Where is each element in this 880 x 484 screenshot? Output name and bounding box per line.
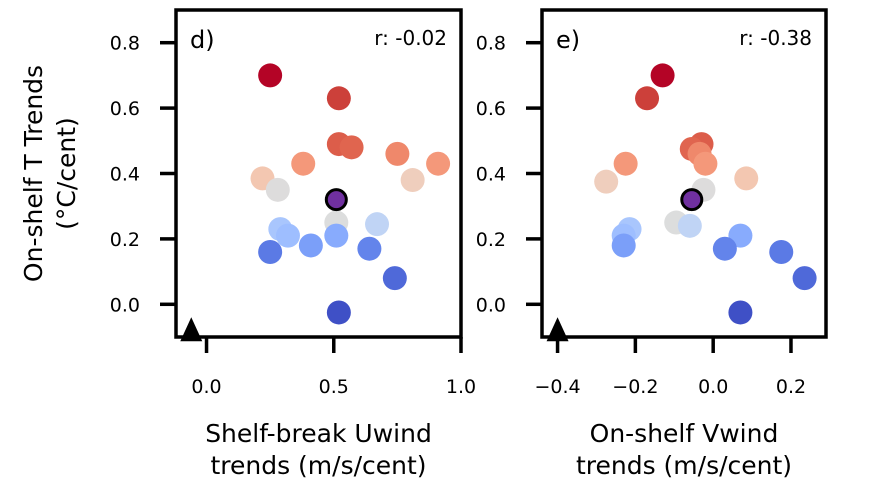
- y-tick-label: 0.8: [476, 33, 506, 55]
- x-tick-label: 1.0: [446, 376, 476, 398]
- y-tick-label: 0.8: [110, 33, 140, 55]
- y-axis-title: (°C/cent): [52, 117, 81, 230]
- data-point: [400, 168, 425, 193]
- x-tick-label: 0.5: [319, 376, 349, 398]
- panel-e: 0.0 0.2 0.4 0.6 0.8 −0.4 −0.2 0.0 0.2 e) r: -0.38 O…: [476, 8, 828, 480]
- data-point: [258, 63, 283, 88]
- panel-d: 0.0 0.2 0.4 0.6 0.8 0.0 0.5 1.0 d) r: -0.02 Shelf-…: [19, 8, 476, 480]
- y-tick-label: 0.2: [476, 229, 506, 251]
- x-axis-title: trends (m/s/cent): [210, 451, 426, 480]
- data-point: [385, 141, 410, 166]
- data-point: [339, 135, 364, 160]
- correlation-label: r: -0.38: [739, 26, 812, 50]
- data-point: [728, 300, 753, 325]
- x-tick-label: 0.0: [191, 376, 221, 398]
- data-point: [693, 151, 718, 176]
- panel-label: d): [190, 26, 215, 54]
- data-point: [298, 233, 323, 258]
- data-point: [365, 212, 390, 237]
- data-point: [734, 166, 759, 191]
- plot-frame: [540, 8, 828, 339]
- data-point: [291, 151, 316, 176]
- x-tick-label: −0.2: [612, 376, 658, 398]
- data-point: [265, 177, 290, 202]
- x-tick-label: −0.4: [534, 376, 580, 398]
- data-point: [357, 236, 382, 261]
- x-axis-title: Shelf-break Uwind: [205, 419, 432, 448]
- y-tick-label: 0.0: [110, 294, 140, 316]
- highlight-point: [324, 188, 348, 212]
- data-point: [613, 151, 638, 176]
- triangle-marker: [180, 317, 203, 342]
- data-point: [635, 86, 660, 111]
- data-point: [275, 223, 300, 248]
- x-axis-title: trends (m/s/cent): [576, 451, 792, 480]
- data-point: [650, 63, 675, 88]
- data-point: [611, 233, 636, 258]
- correlation-label: r: -0.02: [374, 26, 447, 50]
- data-point: [594, 169, 619, 194]
- x-tick-label: 0.2: [776, 376, 806, 398]
- data-point: [324, 223, 349, 248]
- y-tick-label: 0.6: [476, 98, 506, 120]
- y-tick-label: 0.6: [110, 98, 140, 120]
- data-point: [382, 266, 407, 291]
- data-point: [426, 151, 451, 176]
- data-point: [326, 86, 351, 111]
- y-tick-label: 0.0: [476, 294, 506, 316]
- x-axis-title: On-shelf Vwind: [590, 419, 779, 448]
- data-point: [258, 239, 283, 264]
- triangle-marker: [546, 317, 569, 342]
- panel-label: e): [556, 26, 580, 54]
- x-tick-label: 0.0: [698, 376, 728, 398]
- data-point: [712, 236, 737, 261]
- data-point: [677, 213, 702, 238]
- y-axis-title: On-shelf T Trends: [19, 65, 48, 282]
- highlight-point: [680, 188, 704, 212]
- data-point: [326, 300, 351, 325]
- data-point: [792, 266, 817, 291]
- data-point: [769, 239, 794, 264]
- y-tick-label: 0.4: [110, 164, 140, 186]
- y-tick-label: 0.4: [476, 164, 506, 186]
- y-tick-label: 0.2: [110, 229, 140, 251]
